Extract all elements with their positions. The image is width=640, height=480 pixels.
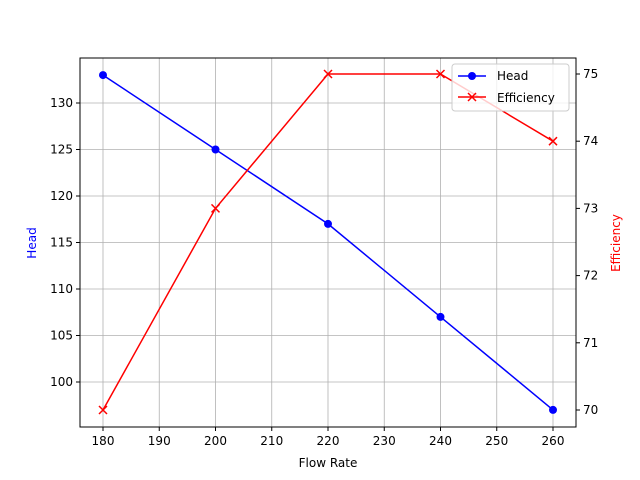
- data-point-circle: [99, 71, 107, 80]
- left-y-axis-ticks: 100 105 110 115 120 125 130: [50, 96, 80, 389]
- legend-circle-marker-icon: [468, 72, 476, 80]
- left-y-axis-label: Head: [25, 227, 39, 258]
- data-point-x: [210, 203, 221, 213]
- left-y-tick-label: 125: [50, 143, 73, 157]
- right-y-tick-label: 75: [583, 67, 598, 81]
- legend: Head Efficiency: [451, 63, 570, 112]
- data-point-x: [98, 405, 108, 415]
- data-point-x: [323, 69, 333, 79]
- data-point-circle: [549, 405, 557, 414]
- x-tick-label: 220: [317, 434, 340, 448]
- right-y-axis-label: Efficiency: [609, 214, 623, 272]
- left-y-tick-label: 120: [50, 189, 73, 203]
- x-tick-label: 230: [373, 434, 396, 448]
- x-tick-label: 260: [542, 434, 565, 448]
- data-point-circle: [436, 312, 445, 321]
- legend-head-label: Head: [497, 69, 528, 83]
- x-tick-label: 200: [204, 434, 227, 448]
- left-y-tick-label: 100: [50, 375, 73, 389]
- right-y-axis-ticks: 70 71 72 73 74 75: [576, 67, 598, 417]
- left-y-tick-label: 105: [50, 329, 73, 343]
- data-point-x: [435, 69, 446, 79]
- grid-lines: [80, 58, 576, 427]
- left-y-tick-label: 110: [50, 282, 73, 296]
- data-point-circle: [324, 219, 332, 228]
- right-y-tick-label: 74: [583, 134, 598, 148]
- x-tick-label: 250: [485, 434, 508, 448]
- right-y-tick-label: 73: [583, 201, 598, 215]
- data-point-x: [548, 136, 558, 146]
- legend-x-marker-icon: [467, 92, 477, 102]
- x-axis-ticks: 180 190 200 210 220 230 240 250 260: [92, 427, 565, 448]
- left-y-tick-label: 130: [50, 96, 73, 110]
- left-y-tick-label: 115: [50, 236, 73, 250]
- right-y-tick-label: 71: [583, 336, 598, 350]
- legend-efficiency-label: Efficiency: [497, 91, 555, 105]
- data-point-circle: [211, 145, 220, 154]
- right-y-tick-label: 70: [583, 403, 598, 417]
- x-tick-label: 190: [148, 434, 171, 448]
- right-y-tick-label: 72: [583, 269, 598, 283]
- x-tick-label: 210: [260, 434, 283, 448]
- x-tick-label: 180: [92, 434, 115, 448]
- x-axis-label: Flow Rate: [299, 456, 358, 470]
- x-tick-label: 240: [429, 434, 452, 448]
